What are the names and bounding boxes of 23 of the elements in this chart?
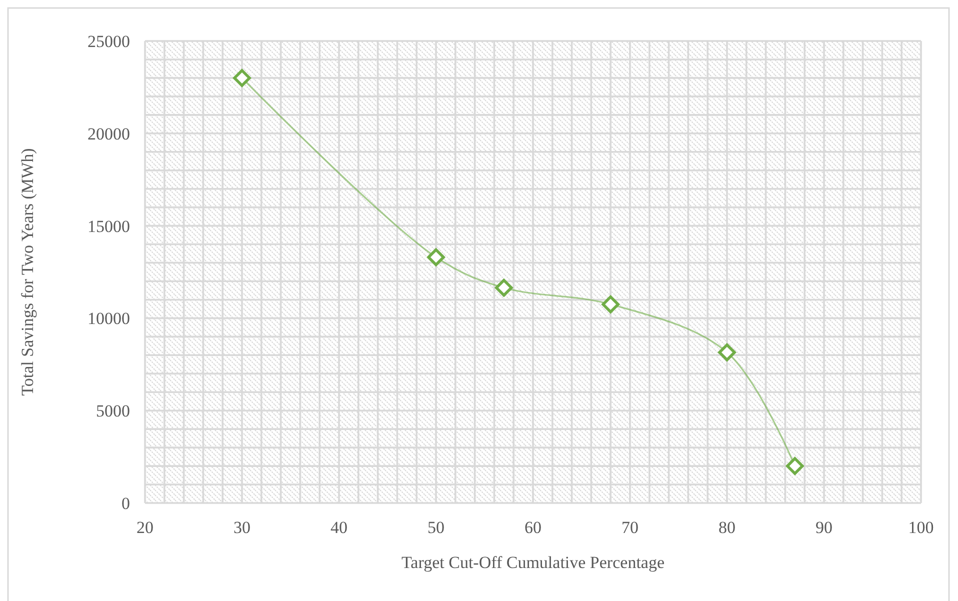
- point: [718, 343, 736, 362]
- y-axis-title: Total Savings for Two Years (MWh): [18, 148, 37, 396]
- y-tick-label: 20000: [88, 124, 130, 144]
- x-tick-label: 40: [330, 518, 348, 537]
- point: [427, 248, 445, 266]
- y-tick-label: 15000: [88, 216, 130, 236]
- y-tick-label: 25000: [88, 32, 130, 51]
- x-tick-label: 90: [816, 518, 832, 537]
- x-tick-label: 50: [428, 518, 444, 537]
- x-tick-label: 70: [622, 518, 638, 537]
- point: [233, 69, 251, 87]
- point: [495, 278, 513, 297]
- x-axis-title: Target Cut-Off Cumulative Percentage: [401, 553, 665, 572]
- x-tick-label: 20: [136, 518, 154, 537]
- x-tick-label: 30: [234, 518, 250, 537]
- x-tick-label: 100: [908, 518, 934, 537]
- point: [602, 295, 620, 314]
- y-tick-label: 5000: [96, 402, 130, 421]
- x-tick-label: 60: [524, 518, 542, 537]
- x-tick-label: 80: [718, 518, 736, 537]
- y-tick-label: 0: [122, 494, 130, 513]
- y-tick-label: 10000: [88, 309, 130, 328]
- point: [786, 457, 804, 475]
